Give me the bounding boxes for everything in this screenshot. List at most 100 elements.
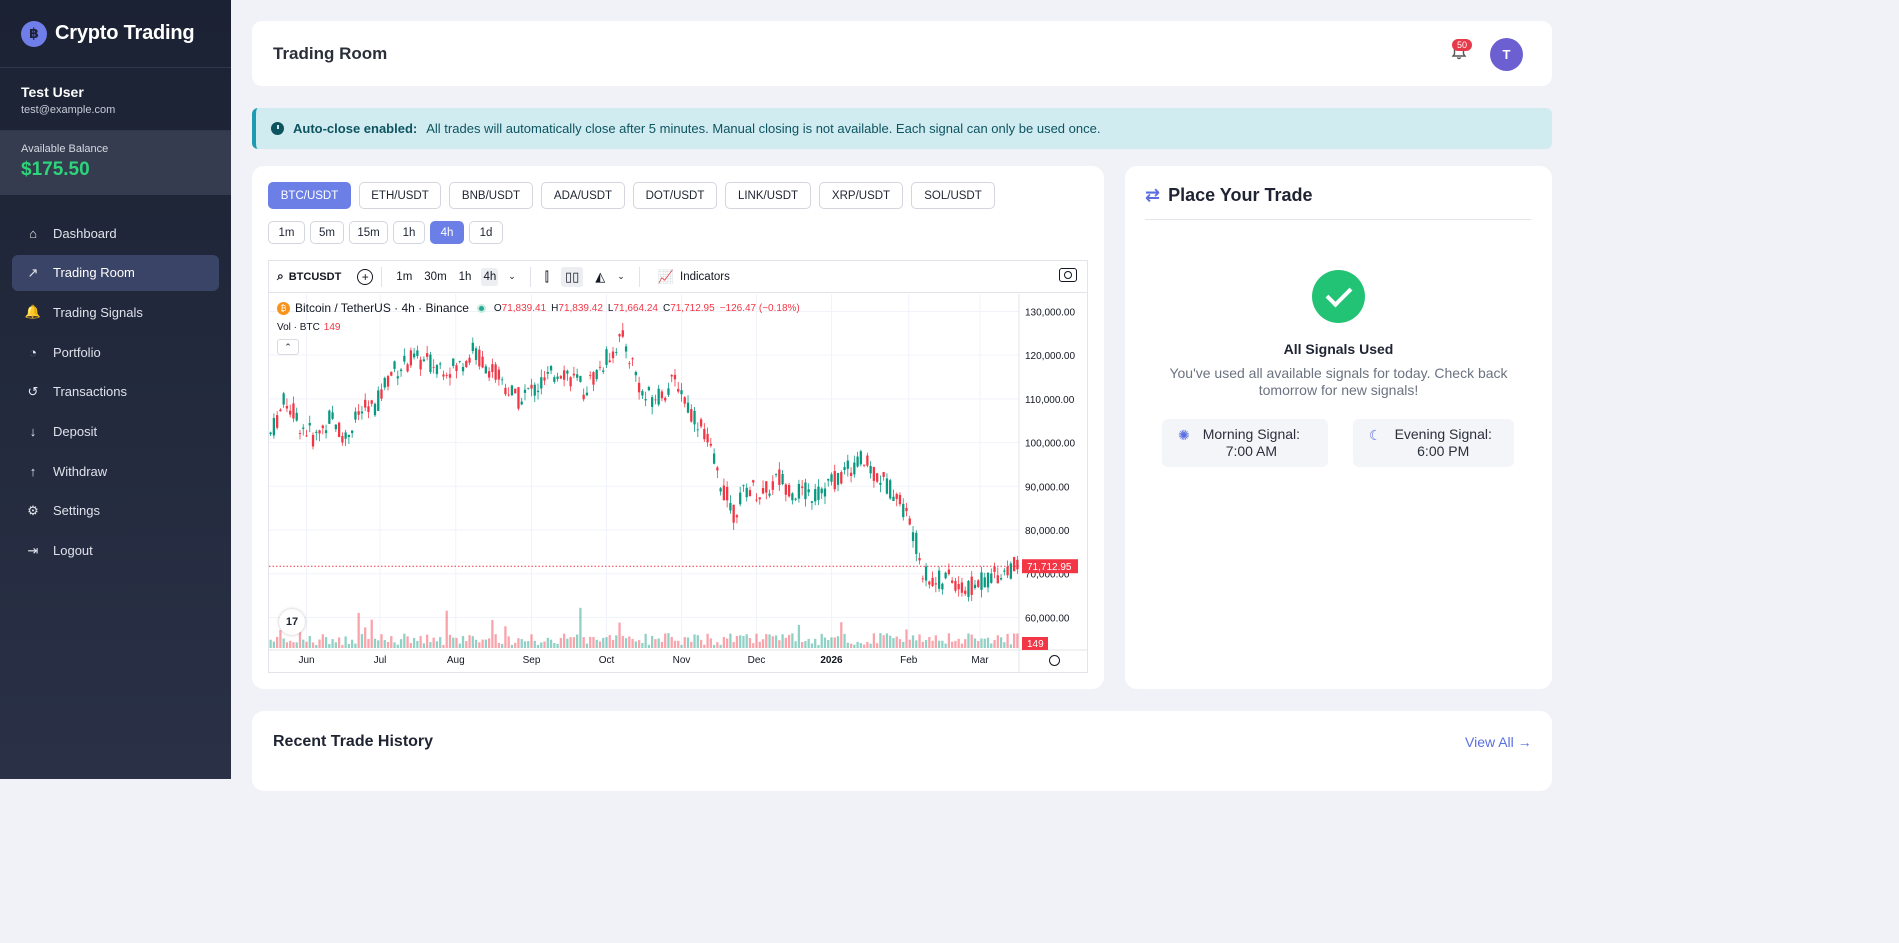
candle-body: [879, 482, 882, 485]
candle-body: [827, 478, 830, 481]
volume-bar: [1016, 633, 1019, 648]
volume-bar: [634, 641, 637, 648]
volume-bar: [951, 641, 954, 648]
tv-interval-1h[interactable]: 1h: [458, 270, 472, 283]
candle-body: [996, 575, 999, 584]
candles-style-icon[interactable]: ▯▯: [560, 266, 584, 287]
chart-settings-gear-icon[interactable]: [1049, 655, 1060, 666]
timeframe-button-5m[interactable]: 5m: [310, 221, 344, 244]
timeframe-button-4h[interactable]: 4h: [430, 221, 464, 244]
volume-bar: [654, 639, 657, 648]
market-open-icon: [476, 303, 486, 313]
timeframe-button-1m[interactable]: 1m: [268, 221, 305, 244]
pair-button-bnb-usdt[interactable]: BNB/USDT: [449, 182, 533, 209]
candle-body: [951, 580, 954, 583]
ohlc-open-value: 71,839.41: [501, 302, 547, 314]
candle-body: [634, 371, 637, 376]
pair-button-xrp-usdt[interactable]: XRP/USDT: [819, 182, 903, 209]
tv-interval-30m[interactable]: 30m: [424, 270, 447, 283]
pair-button-eth-usdt[interactable]: ETH/USDT: [359, 182, 441, 209]
ohlc-close: C71,712.95: [663, 303, 715, 314]
timeframe-button-15m[interactable]: 15m: [349, 221, 388, 244]
volume-bar: [562, 633, 566, 648]
candle-body: [491, 364, 494, 372]
volume-bar: [487, 638, 491, 648]
sidebar-item-transactions[interactable]: ↺ Transactions: [12, 374, 219, 410]
toolbar-divider: [638, 266, 640, 287]
tv-interval-1m[interactable]: 1m: [396, 270, 413, 283]
candle-body: [709, 443, 712, 446]
chevron-down-icon[interactable]: ⌄: [508, 271, 516, 281]
area-style-icon[interactable]: ◭: [595, 268, 606, 284]
volume-bar: [426, 634, 429, 648]
candle-body: [768, 493, 771, 496]
candle-body: [285, 406, 289, 409]
sidebar-item-withdraw[interactable]: ↑ Withdraw: [12, 453, 219, 489]
sidebar-item-settings[interactable]: ⚙ Settings: [12, 493, 219, 529]
volume-bar: [735, 635, 739, 648]
candle-body: [908, 518, 911, 525]
volume-bar: [510, 644, 514, 648]
indicators-button[interactable]: 📈 Indicators: [658, 269, 730, 285]
volume-bar: [836, 636, 840, 648]
volume-bar: [807, 638, 810, 648]
pair-button-ada-usdt[interactable]: ADA/USDT: [541, 182, 625, 209]
volume-axis-label: 149: [1027, 639, 1044, 650]
tv-interval-4h[interactable]: 4h: [481, 267, 499, 286]
pair-button-sol-usdt[interactable]: SOL/USDT: [911, 182, 995, 209]
timeframe-button-1h[interactable]: 1h: [393, 221, 425, 244]
timeframe-button-1d[interactable]: 1d: [469, 221, 503, 244]
candle-body: [1006, 566, 1009, 576]
volume-bar: [719, 644, 722, 648]
sidebar-item-deposit[interactable]: ↓ Deposit: [12, 413, 219, 449]
sidebar-item-label: Settings: [53, 503, 100, 519]
volume-bar: [814, 638, 817, 648]
volume-bar: [644, 633, 647, 648]
bar-chart-style-icon[interactable]: ⫿: [544, 268, 549, 284]
volume-bar: [872, 633, 876, 648]
volume-legend: Vol · BTC 149: [277, 322, 340, 333]
view-all-link[interactable]: View All →: [1465, 734, 1532, 750]
pair-button-link-usdt[interactable]: LINK/USDT: [725, 182, 811, 209]
candle-body: [435, 365, 439, 375]
y-tick-label: 130,000.00: [1025, 307, 1075, 318]
candle-body: [823, 488, 827, 497]
candle-body: [651, 397, 654, 407]
pair-button-dot-usdt[interactable]: DOT/USDT: [633, 182, 717, 209]
candle-body: [360, 411, 364, 414]
candle-body: [797, 483, 801, 499]
x-tick-label: Oct: [599, 655, 615, 666]
volume-bar: [595, 639, 598, 648]
pair-selector: BTC/USDT ETH/USDT BNB/USDT ADA/USDT DOT/USDT…: [268, 182, 1003, 209]
camera-icon[interactable]: [1059, 268, 1077, 282]
sidebar-item-dashboard[interactable]: ⌂ Dashboard: [12, 215, 219, 251]
pair-button-btc-usdt[interactable]: BTC/USDT: [268, 182, 351, 209]
sidebar-item-portfolio[interactable]: ◔ Portfolio: [12, 334, 219, 370]
volume-bar: [497, 642, 501, 648]
user-avatar[interactable]: T: [1490, 38, 1523, 71]
volume-bar: [429, 642, 432, 648]
ohlc-open: O71,839.41: [494, 303, 546, 314]
sidebar-item-label: Logout: [53, 543, 93, 558]
tradingview-widget[interactable]: ⌕ BTCUSDT + 1m 30m 1h 4h ⌄ ⫿ ▯▯ ◭ ⌄ 📈 Indic…: [268, 260, 1088, 673]
tv-symbol-search[interactable]: ⌕ BTCUSDT: [277, 269, 341, 284]
sidebar-item-trading-room[interactable]: ↗ Trading Room: [12, 254, 219, 291]
volume-bar: [651, 635, 654, 648]
candle-body: [556, 376, 559, 379]
collapse-legend-icon[interactable]: ⌃: [277, 339, 299, 355]
candle-body: [576, 374, 579, 378]
candle-body: [344, 432, 347, 439]
candle-body: [321, 425, 324, 429]
brand[interactable]: ฿ Crypto Trading: [0, 0, 231, 68]
volume-bar: [445, 610, 448, 648]
sidebar-item-logout[interactable]: ⇥ Logout: [12, 533, 219, 569]
volume-bar: [924, 640, 928, 648]
chevron-down-icon[interactable]: ⌄: [617, 271, 625, 281]
volume-bar: [686, 637, 690, 648]
volume-bar: [892, 638, 895, 648]
price-chart[interactable]: 130,000.00 120,000.00 110,000.00 100,000.00…: [269, 294, 1087, 672]
sidebar-item-trading-signals[interactable]: 🔔 Trading Signals: [12, 294, 219, 330]
volume-bar: [990, 643, 993, 648]
tradingview-logo[interactable]: 17: [279, 609, 305, 635]
compare-plus-icon[interactable]: +: [357, 268, 374, 285]
